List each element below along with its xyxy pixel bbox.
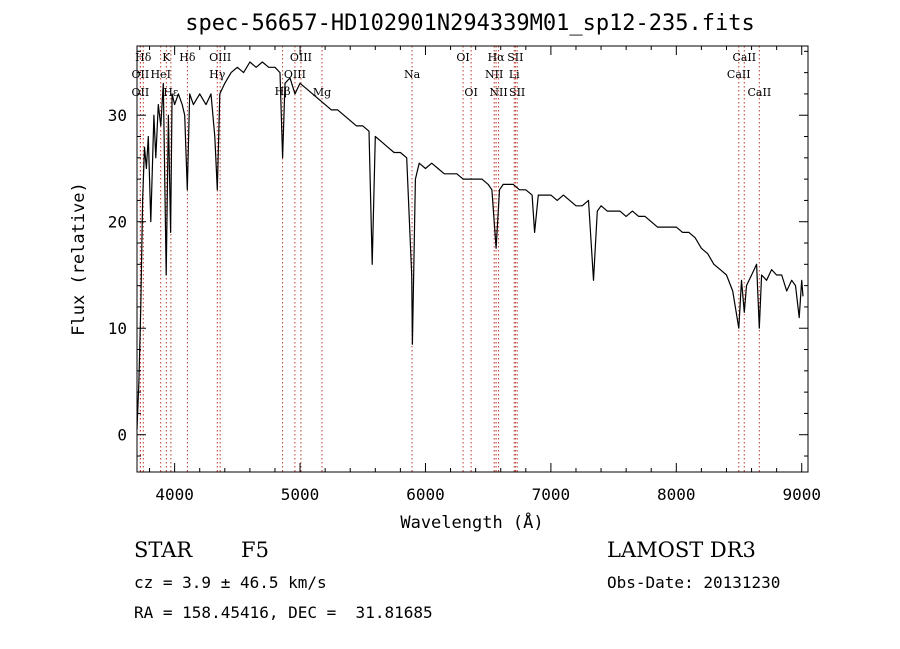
line-marker-label-10: OIII xyxy=(290,51,312,64)
x-tick-label-4: 8000 xyxy=(657,485,696,504)
line-marker-label-8: Hγ xyxy=(209,68,226,81)
line-marker-label-12: Mg xyxy=(313,86,331,99)
object-class: STAR xyxy=(134,538,193,562)
y-axis-ticks: 0 10 20 30 xyxy=(108,50,808,457)
line-marker-label-19: SII xyxy=(507,51,523,64)
x-tick-label-1: 5000 xyxy=(281,485,320,504)
y-tick-label-3: 30 xyxy=(108,106,127,125)
x-axis-ticks: 4000 5000 6000 7000 8000 9000 xyxy=(149,46,821,504)
chart-title: spec-56657-HD102901N294339M01_sp12-235.f… xyxy=(185,11,755,36)
line-markers xyxy=(139,46,760,472)
object-subclass: F5 xyxy=(241,538,269,562)
x-tick-label-0: 4000 xyxy=(155,485,194,504)
survey-name: LAMOST DR3 xyxy=(607,538,756,562)
plot-frame xyxy=(136,45,809,473)
line-marker-label-6: Hδ xyxy=(179,51,196,64)
y-tick-label-1: 10 xyxy=(108,319,127,338)
spectrum-series-line xyxy=(136,61,804,430)
line-marker-label-23: CaII xyxy=(727,68,751,81)
line-marker-label-15: OI xyxy=(464,86,477,99)
x-tick-label-5: 9000 xyxy=(782,485,821,504)
line-marker-label-9: Hβ xyxy=(275,85,291,98)
line-marker-label-1: OII xyxy=(132,68,150,81)
line-marker-label-16: Hα xyxy=(488,51,506,64)
line-marker-label-11: OIII xyxy=(284,68,306,81)
line-marker-label-24: CaII xyxy=(748,86,772,99)
redshift-readout: cz = 3.9 ± 46.5 km/s xyxy=(134,573,327,592)
y-tick-label-2: 20 xyxy=(108,213,127,232)
line-marker-label-4: HeI xyxy=(150,68,170,81)
x-tick-label-2: 6000 xyxy=(406,485,445,504)
y-axis-label: Flux (relative) xyxy=(69,182,89,336)
coordinates: RA = 158.45416, DEC = 31.81685 xyxy=(134,603,433,622)
line-marker-label-21: SII xyxy=(509,86,525,99)
line-marker-label-2: OII xyxy=(132,86,150,99)
line-marker-label-13: Na xyxy=(404,68,421,81)
line-marker-label-3: K xyxy=(162,51,171,64)
line-marker-label-17: NII xyxy=(485,68,503,81)
x-tick-label-3: 7000 xyxy=(532,485,571,504)
x-axis-label: Wavelength (Å) xyxy=(400,511,543,533)
line-marker-label-14: OI xyxy=(456,51,469,64)
line-marker-label-18: NII xyxy=(489,86,507,99)
line-marker-label-7: OIII xyxy=(209,51,231,64)
line-marker-label-22: CaII xyxy=(732,51,756,64)
line-marker-label-5: Hε xyxy=(163,86,179,99)
y-tick-label-0: 0 xyxy=(117,426,127,445)
obs-date: Obs-Date: 20131230 xyxy=(607,573,781,592)
line-marker-label-20: Li xyxy=(509,68,520,81)
line-marker-labels: Hδ OII OII K HeI Hε Hδ OIII Hγ Hβ OIII OIII Mg Na OI OI… xyxy=(132,51,772,99)
line-marker-label-0: Hδ xyxy=(135,51,152,64)
